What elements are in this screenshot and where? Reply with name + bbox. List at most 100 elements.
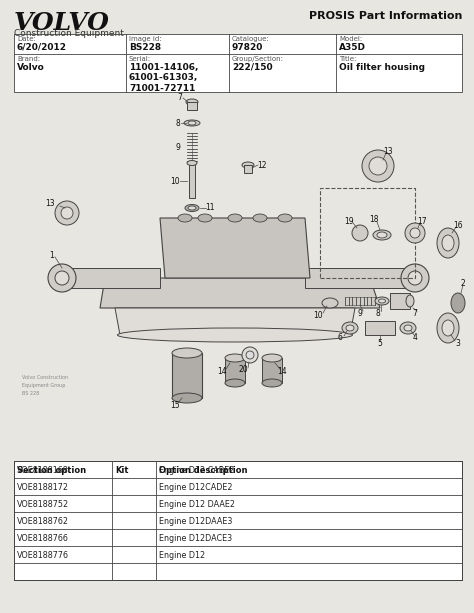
Text: 9: 9 [175, 142, 181, 151]
Text: 5: 5 [378, 338, 383, 348]
Ellipse shape [401, 264, 429, 292]
Text: 10: 10 [170, 177, 180, 186]
Text: 1: 1 [50, 251, 55, 259]
Text: 15: 15 [170, 400, 180, 409]
Ellipse shape [451, 293, 465, 313]
Text: 4: 4 [412, 333, 418, 343]
Ellipse shape [185, 205, 199, 211]
Text: 17: 17 [417, 216, 427, 226]
Text: A35D: A35D [339, 43, 366, 52]
Text: Brand:: Brand: [17, 56, 40, 62]
Text: 6/20/2012: 6/20/2012 [17, 43, 67, 52]
Text: Engine D12DAAE3: Engine D12DAAE3 [159, 517, 232, 526]
Text: 9: 9 [357, 308, 363, 318]
Polygon shape [305, 268, 415, 288]
Text: 7: 7 [412, 308, 418, 318]
Bar [244, 165, 252, 173]
Ellipse shape [262, 354, 282, 362]
Text: Group/Section:: Group/Section: [232, 56, 284, 62]
Text: VOE8188168: VOE8188168 [17, 466, 69, 475]
Bar [390, 293, 410, 309]
Ellipse shape [322, 298, 338, 308]
Text: Construction Equipment: Construction Equipment [14, 29, 124, 38]
Text: Volvo Construction: Volvo Construction [22, 375, 68, 380]
Text: 19: 19 [344, 216, 354, 226]
Text: Serial:: Serial: [129, 56, 151, 62]
Text: Volvo: Volvo [17, 63, 45, 72]
Ellipse shape [278, 214, 292, 222]
Text: VOLVO: VOLVO [14, 11, 110, 35]
Circle shape [410, 228, 420, 238]
Bar [365, 321, 395, 335]
Bar [187, 102, 197, 110]
Ellipse shape [342, 322, 358, 334]
Circle shape [61, 207, 73, 219]
Ellipse shape [437, 228, 459, 258]
Text: 11: 11 [205, 204, 215, 213]
Text: 14: 14 [217, 367, 227, 376]
Text: Catalogue:: Catalogue: [232, 36, 270, 42]
Text: Image id:: Image id: [129, 36, 162, 42]
Circle shape [369, 157, 387, 175]
Bar [172, 353, 202, 398]
Text: 6: 6 [337, 333, 342, 343]
Text: Option description: Option description [159, 466, 247, 475]
Circle shape [242, 347, 258, 363]
Ellipse shape [373, 230, 391, 240]
Text: Engine D12 CABE2: Engine D12 CABE2 [159, 466, 234, 475]
Text: Engine D12CADE2: Engine D12CADE2 [159, 483, 233, 492]
Ellipse shape [408, 271, 422, 285]
Circle shape [55, 201, 79, 225]
Text: 18: 18 [369, 216, 379, 224]
Bar [320, 188, 415, 278]
Text: 11001-14106,
61001-61303,
71001-72711: 11001-14106, 61001-61303, 71001-72711 [129, 63, 199, 93]
Ellipse shape [178, 214, 192, 222]
Ellipse shape [406, 295, 414, 307]
Text: Date:: Date: [17, 36, 36, 42]
Circle shape [246, 351, 254, 359]
Text: 2: 2 [461, 278, 465, 287]
Bar [225, 358, 245, 383]
Text: 20: 20 [238, 365, 248, 375]
Ellipse shape [377, 232, 387, 238]
Ellipse shape [186, 99, 198, 105]
Ellipse shape [400, 322, 416, 334]
Bar [262, 358, 282, 383]
Text: VOE8188172: VOE8188172 [17, 483, 69, 492]
Ellipse shape [346, 325, 354, 331]
Text: 8: 8 [176, 118, 181, 128]
Ellipse shape [118, 328, 353, 342]
Text: 7: 7 [178, 94, 182, 102]
Text: Engine D12 DAAE2: Engine D12 DAAE2 [159, 500, 235, 509]
Ellipse shape [184, 120, 200, 126]
Ellipse shape [172, 348, 202, 358]
Text: VOE8188762: VOE8188762 [17, 517, 69, 526]
Text: Engine D12: Engine D12 [159, 551, 205, 560]
Ellipse shape [375, 297, 389, 305]
Ellipse shape [225, 354, 245, 362]
Text: VOE8188766: VOE8188766 [17, 534, 69, 543]
Ellipse shape [442, 235, 454, 251]
Text: Equipment Group: Equipment Group [22, 383, 65, 388]
Text: 8: 8 [375, 308, 380, 318]
Text: VOE8188776: VOE8188776 [17, 551, 69, 560]
Circle shape [405, 223, 425, 243]
Polygon shape [115, 308, 355, 335]
Ellipse shape [188, 121, 196, 125]
Text: 16: 16 [453, 221, 463, 229]
Text: 222/150: 222/150 [232, 63, 273, 72]
Bar [14, 34, 462, 92]
Ellipse shape [198, 214, 212, 222]
Ellipse shape [379, 299, 385, 303]
Text: Kit: Kit [115, 466, 128, 475]
Circle shape [352, 225, 368, 241]
Ellipse shape [228, 214, 242, 222]
Ellipse shape [442, 320, 454, 336]
Text: Oil filter housing: Oil filter housing [339, 63, 425, 72]
Text: 12: 12 [257, 161, 267, 170]
Bar [189, 163, 195, 198]
Ellipse shape [172, 393, 202, 403]
Text: Section option: Section option [17, 466, 86, 475]
Text: VOE8188752: VOE8188752 [17, 500, 69, 509]
Ellipse shape [48, 264, 76, 292]
